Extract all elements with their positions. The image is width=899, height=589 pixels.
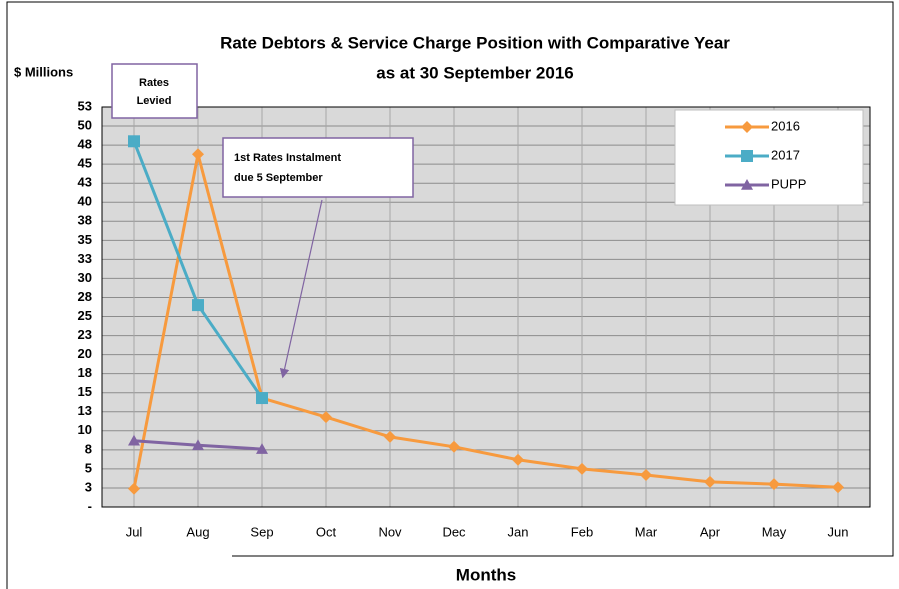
marker (741, 150, 753, 162)
marker (192, 439, 204, 451)
marker (384, 430, 396, 443)
marker (768, 478, 780, 491)
marker (192, 148, 204, 161)
y-tick-label: - (88, 498, 92, 513)
marker (512, 453, 524, 466)
annotation-box (222, 137, 414, 198)
y-tick-label: 33 (78, 251, 92, 266)
x-tick-label: Feb (571, 524, 593, 539)
x-tick-label: Oct (316, 524, 337, 539)
annotation: due 5 September (234, 172, 323, 184)
marker (192, 299, 204, 312)
legend-label: 2017 (771, 147, 800, 162)
x-tick-label: May (762, 524, 787, 539)
frame (6, 1, 894, 589)
y-tick-label: 8 (85, 441, 92, 456)
y-tick-label: 40 (78, 194, 92, 209)
y-tick-label: 23 (78, 327, 92, 342)
annotation-box (111, 63, 198, 119)
x-tick-label: Apr (700, 524, 721, 539)
y-tick-label: 38 (78, 213, 92, 228)
x-tick-label: Jan (508, 524, 529, 539)
y-tick-label: 53 (78, 98, 92, 113)
marker (741, 121, 753, 133)
y-tick-label: 5 (85, 460, 92, 475)
annotation-arrow (279, 199, 323, 379)
marker (256, 392, 268, 405)
y-tick-label: 25 (78, 308, 92, 323)
y-tick-label: 28 (78, 289, 92, 304)
y-tick-label: 35 (78, 232, 92, 247)
annotation: Rates (139, 77, 169, 89)
y-tick-label: 43 (78, 175, 92, 190)
x-tick-label: Jun (828, 524, 849, 539)
y-tick-label: 10 (78, 422, 92, 437)
y-tick-label: 18 (78, 365, 92, 380)
marker (320, 411, 332, 424)
y-tick-label: 50 (78, 117, 92, 132)
annotation: Levied (137, 95, 172, 107)
plot-border (101, 106, 871, 508)
marker (741, 179, 753, 190)
x-tick-label: Jul (126, 524, 143, 539)
marker (448, 440, 460, 453)
marker (128, 434, 140, 446)
x-tick-label: Mar (635, 524, 658, 539)
annotation: 1st Rates Instalment (234, 152, 341, 164)
x-axis-label: Months (456, 565, 516, 584)
marker (704, 475, 716, 488)
legend-label: 2016 (771, 118, 800, 133)
series-line (132, 153, 839, 489)
y-tick-label: 30 (78, 270, 92, 285)
x-tick-label: Aug (186, 524, 209, 539)
marker (576, 462, 588, 475)
x-tick-label: Dec (442, 524, 466, 539)
y-tick-label: 15 (78, 384, 92, 399)
x-tick-label: Nov (378, 524, 402, 539)
y-tick-label: 45 (78, 156, 92, 171)
y-axis-label: $ Millions (14, 64, 73, 79)
y-tick-label: 20 (78, 346, 92, 361)
y-tick-label: 3 (85, 479, 92, 494)
legend-label: PUPP (771, 176, 806, 191)
marker (128, 135, 140, 148)
marker (832, 481, 844, 494)
marker (256, 443, 268, 454)
y-tick-label: 48 (78, 137, 92, 152)
y-tick-label: 13 (78, 403, 92, 418)
x-tick-label: Sep (250, 524, 273, 539)
marker (128, 482, 140, 495)
chart-title: Rate Debtors & Service Charge Position w… (220, 33, 730, 52)
chart-title: as at 30 September 2016 (376, 63, 574, 82)
marker (640, 469, 652, 481)
